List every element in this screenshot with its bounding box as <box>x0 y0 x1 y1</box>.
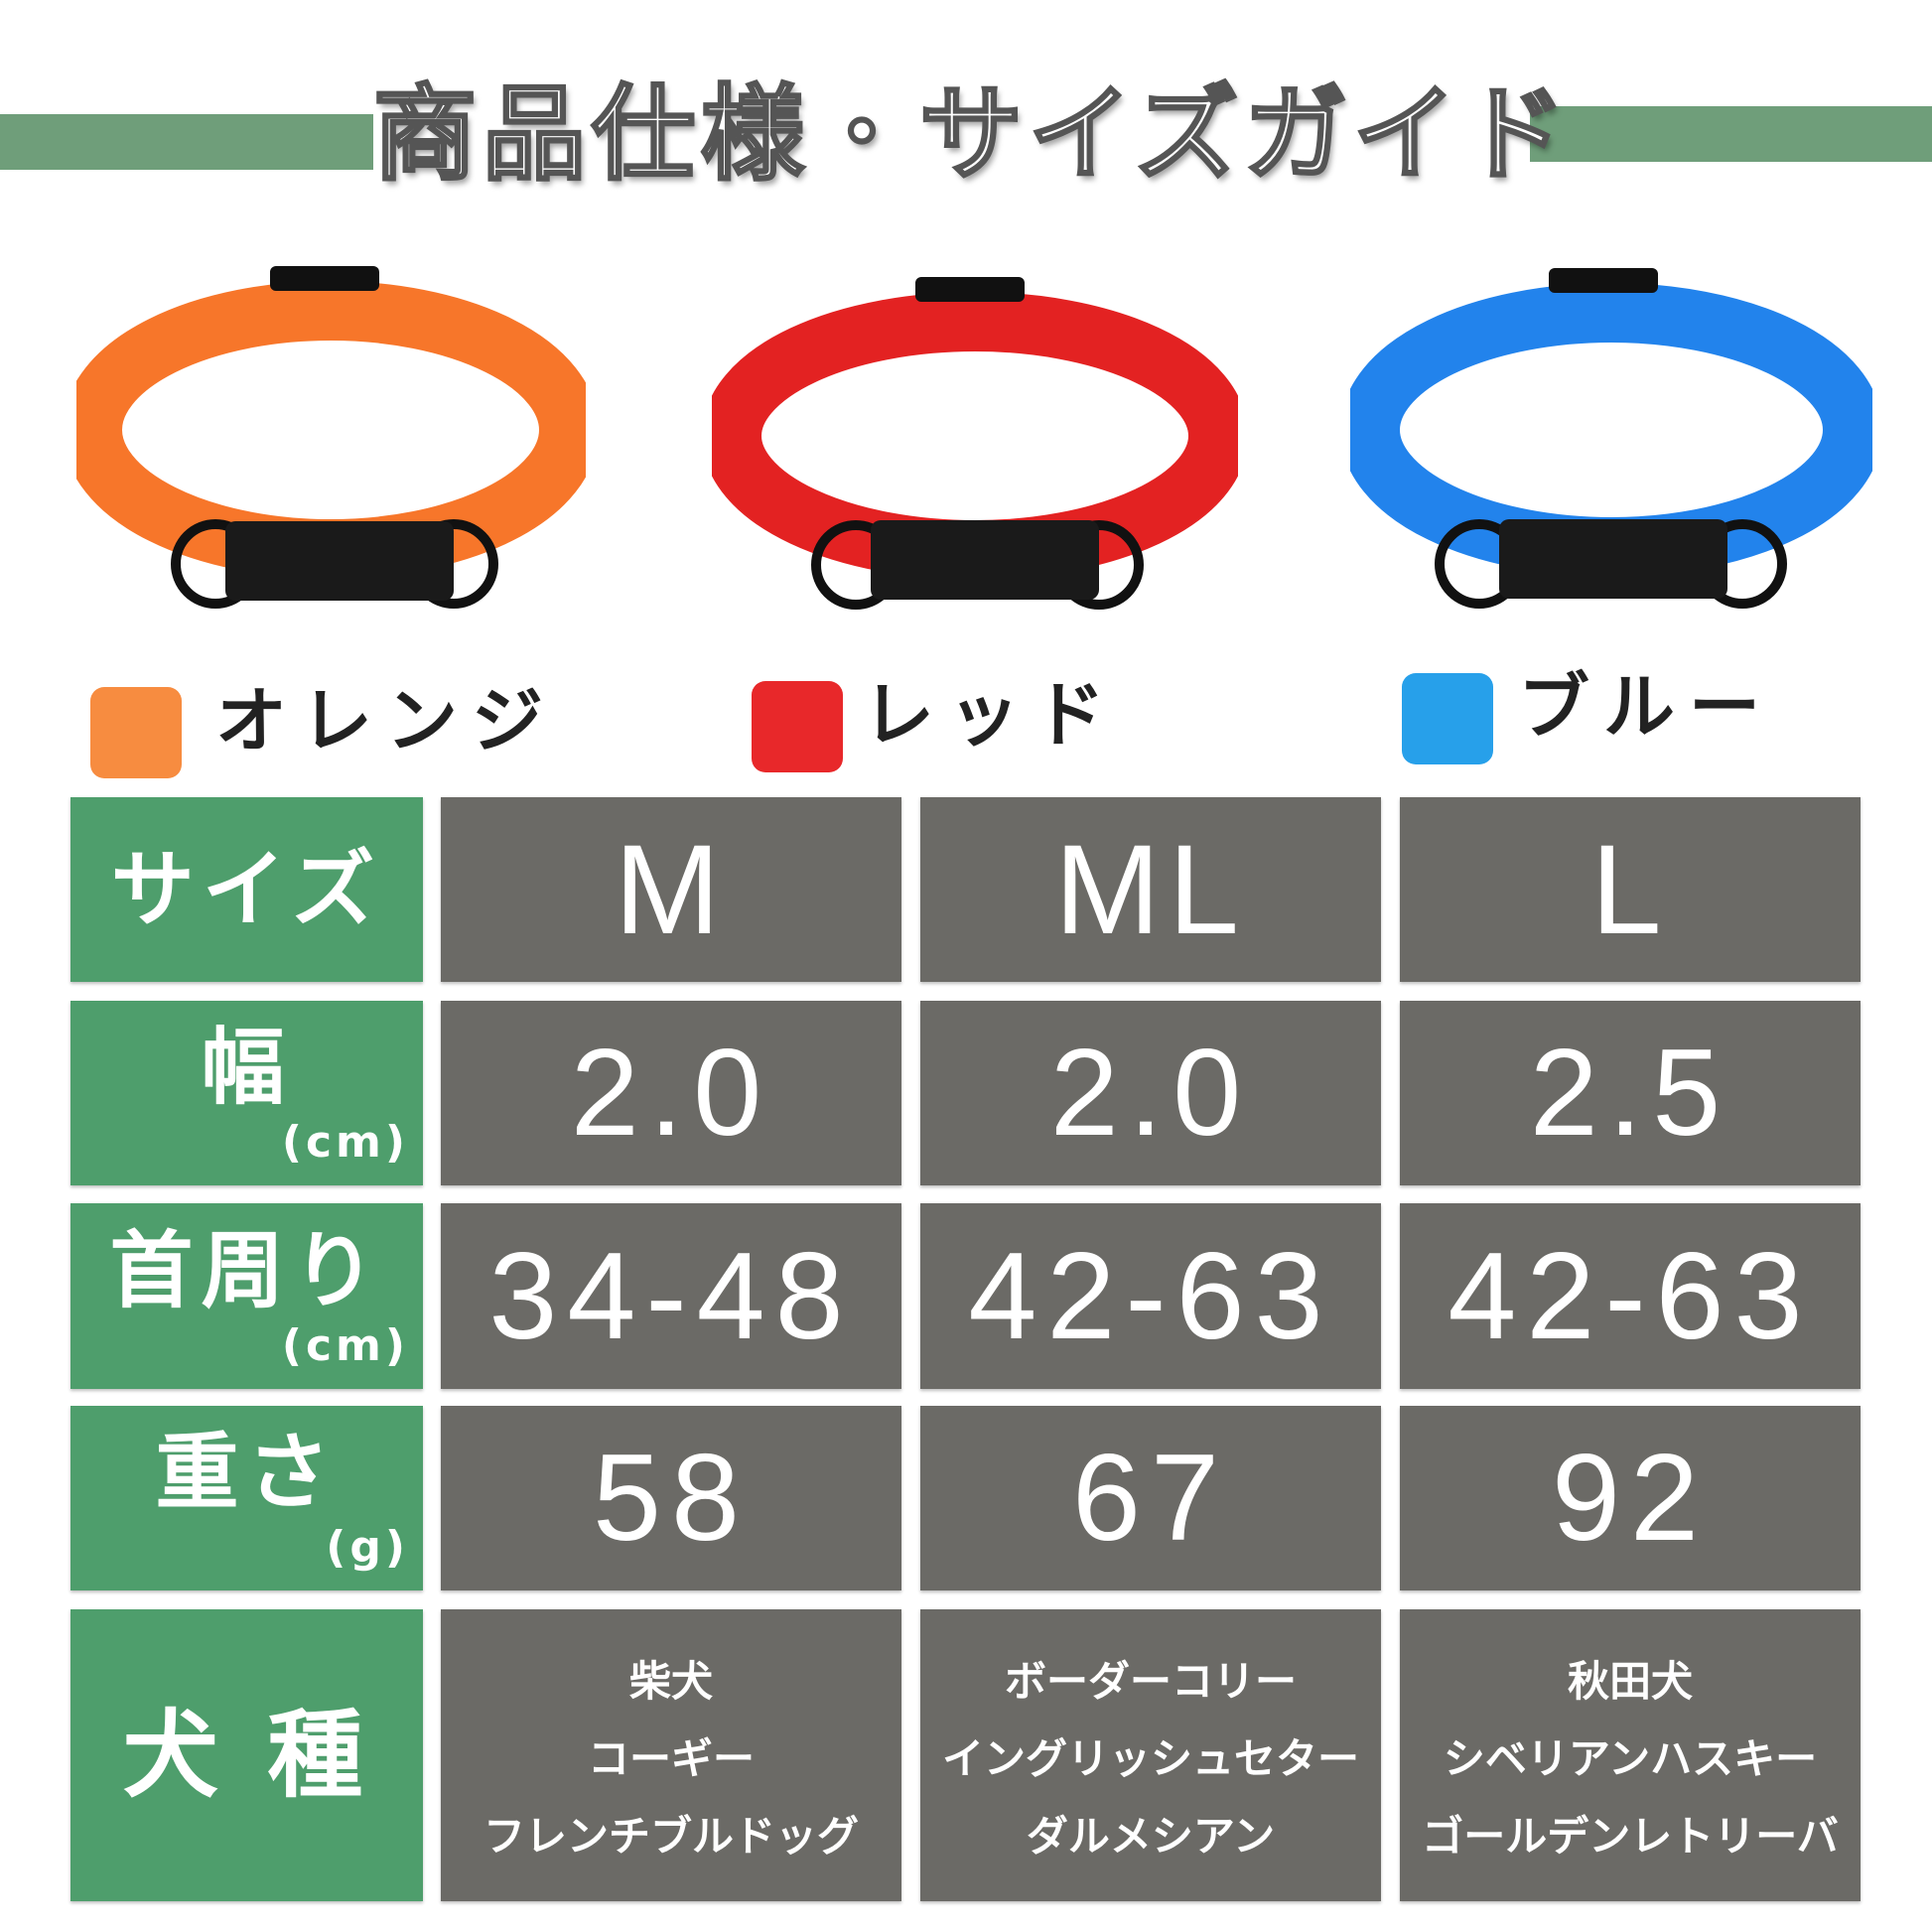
breed-item: ダルメシアン <box>1026 1811 1276 1861</box>
size-m: M <box>441 797 901 982</box>
breed-item: コーギー <box>587 1733 755 1783</box>
weight-ml: 67 <box>920 1406 1381 1590</box>
breeds-l: 秋田犬 シベリアンハスキー ゴールデンレトリーバ <box>1400 1609 1861 1901</box>
row-header-width: 幅 (cm) <box>70 1001 423 1185</box>
breed-item: シベリアンハスキー <box>1443 1733 1818 1783</box>
breed-item: 秋田犬 <box>1567 1656 1693 1706</box>
breed-item: 柴犬 <box>628 1656 713 1706</box>
blue-swatch <box>1402 673 1493 764</box>
red-swatch <box>752 681 843 772</box>
row-header-neck: 首周り (cm) <box>70 1203 423 1389</box>
size-ml: ML <box>920 797 1381 982</box>
row-header-weight-label: 重さ <box>155 1424 339 1521</box>
row-header-width-label: 幅 <box>201 1019 293 1116</box>
breeds-m: 柴犬 コーギー フレンチブルドッグ <box>441 1609 901 1901</box>
row-header-weight-unit: (g) <box>326 1522 409 1573</box>
orange-swatch <box>90 687 182 778</box>
row-header-size: サイズ <box>70 797 423 982</box>
weight-l: 92 <box>1400 1406 1861 1590</box>
width-m: 2.0 <box>441 1001 901 1185</box>
row-header-width-unit: (cm) <box>281 1117 409 1168</box>
red-collar-image <box>712 277 1238 610</box>
row-header-weight: 重さ (g) <box>70 1406 423 1590</box>
row-header-breed-label: 犬 種 <box>122 1700 371 1811</box>
blue-collar-image <box>1350 268 1872 609</box>
color-label-blue: ブルー <box>1518 665 1775 749</box>
neck-m: 34-48 <box>441 1203 901 1389</box>
breed-item: ボーダーコリー <box>1004 1656 1297 1706</box>
color-label-red: レッド <box>863 673 1120 757</box>
page-title: 商品仕様・サイズガイド <box>372 72 1572 197</box>
neck-ml: 42-63 <box>920 1203 1381 1389</box>
width-ml: 2.0 <box>920 1001 1381 1185</box>
row-header-neck-unit: (cm) <box>281 1319 409 1371</box>
width-l: 2.5 <box>1400 1001 1861 1185</box>
size-l: L <box>1400 797 1861 982</box>
color-label-orange: オレンジ <box>215 679 558 762</box>
neck-l: 42-63 <box>1400 1203 1861 1389</box>
row-header-breed: 犬 種 <box>70 1609 423 1901</box>
breed-item: イングリッシュセター <box>941 1733 1359 1783</box>
breeds-ml: ボーダーコリー イングリッシュセター ダルメシアン <box>920 1609 1381 1901</box>
orange-collar-image <box>76 266 586 609</box>
breed-item: フレンチブルドッグ <box>483 1811 859 1861</box>
row-header-size-label: サイズ <box>110 841 383 938</box>
weight-m: 58 <box>441 1406 901 1590</box>
title-bar-right <box>1530 106 1932 162</box>
breed-item: ゴールデンレトリーバ <box>1422 1811 1839 1861</box>
title-bar-left <box>0 114 373 170</box>
row-header-neck-label: 首周り <box>109 1221 384 1319</box>
